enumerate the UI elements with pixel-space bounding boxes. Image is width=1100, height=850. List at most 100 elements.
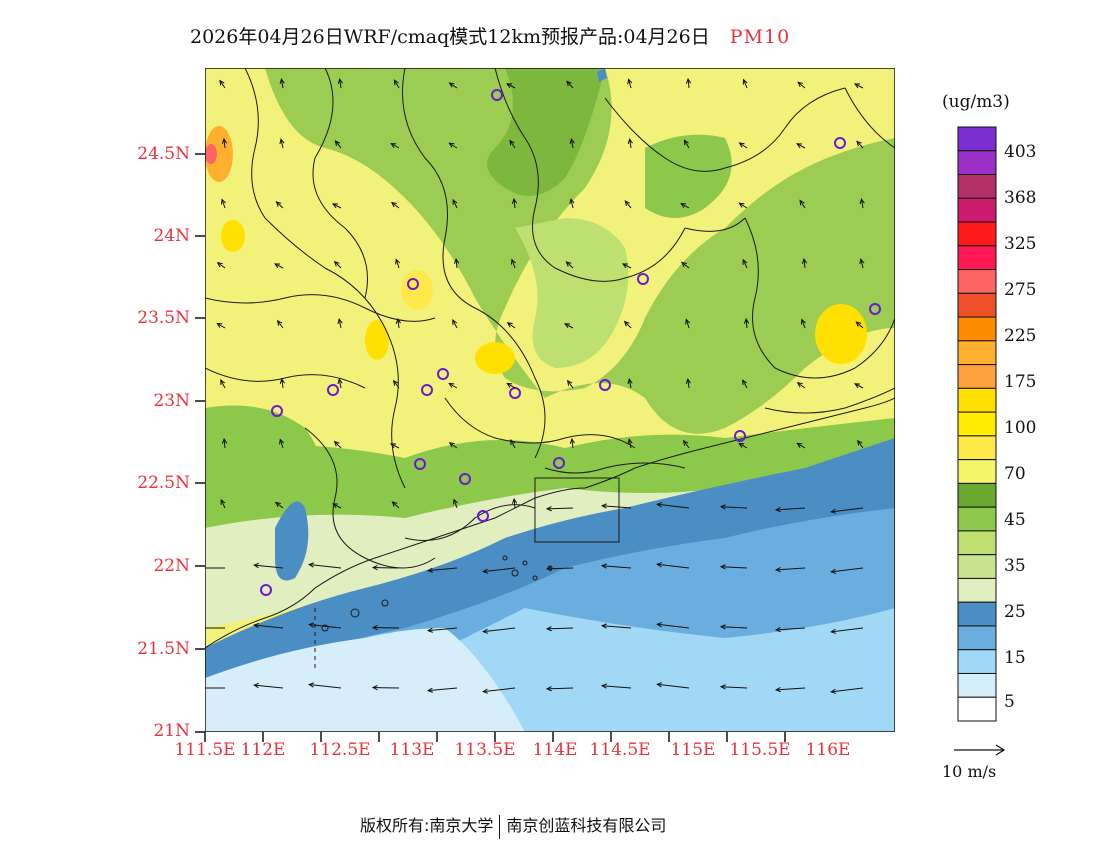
wind-arrow-head: [855, 321, 862, 327]
wind-arrow-head: [393, 79, 399, 86]
wind-arrow: [803, 259, 806, 269]
wind-arrow: [217, 262, 226, 269]
wind-arrow: [506, 382, 516, 389]
wind-arrow: [452, 199, 458, 209]
wind-arrow-head: [220, 379, 226, 386]
wind-reference-arrow: [954, 744, 1006, 756]
y-tick-label: 24N: [153, 226, 190, 246]
x-tick-label: 111.5E: [174, 740, 236, 760]
legend-swatch: [957, 554, 997, 579]
legend-swatch: [957, 126, 997, 152]
wind-arrow: [628, 439, 632, 449]
x-tick-label: 114.5E: [589, 740, 651, 760]
legend-swatch: [957, 649, 997, 674]
wind-arrow: [657, 563, 690, 569]
wind-arrow: [657, 503, 690, 509]
wind-arrow-head: [511, 197, 518, 204]
wind-arrow-head: [569, 437, 576, 444]
legend-label: 368: [1004, 188, 1037, 208]
wind-arrow: [507, 322, 516, 329]
wind-arrow: [721, 506, 748, 509]
wind-arrow: [281, 379, 284, 389]
wind-arrow: [745, 318, 748, 329]
wind-arrow: [628, 379, 632, 389]
wind-arrow: [857, 440, 864, 449]
wind-arrow: [392, 501, 400, 509]
wind-arrow: [570, 139, 574, 149]
wind-arrow-head: [452, 498, 458, 505]
wind-arrow-head: [219, 79, 225, 86]
wind-arrow-head: [853, 83, 860, 89]
wind-arrow: [274, 263, 284, 269]
wind-arrow-head: [623, 320, 630, 327]
wind-arrow-head: [621, 263, 628, 269]
wind-arrow: [390, 443, 400, 449]
green-dark-north: [487, 68, 605, 196]
wind-arrow: [799, 200, 806, 209]
wind-arrow-head: [448, 142, 455, 148]
wind-arrow: [397, 319, 400, 329]
wind-arrow-head: [600, 623, 607, 629]
wind-arrow: [743, 79, 748, 89]
legend-swatch: [957, 482, 997, 508]
pollutant-label: PM10: [729, 26, 791, 48]
wind-arrow: [483, 687, 516, 693]
legend-label: 403: [1004, 142, 1037, 162]
wind-arrow: [854, 383, 864, 389]
wind-arrow-head: [797, 81, 804, 87]
wind-arrow: [309, 624, 342, 629]
wind-arrow: [428, 687, 458, 692]
wind-arrow-head: [220, 498, 226, 505]
legend-swatch: [957, 435, 997, 461]
wind-arrow: [629, 139, 632, 149]
wind-arrow: [831, 567, 864, 573]
wind-arrow: [602, 685, 632, 689]
legend-label: 275: [1004, 280, 1037, 300]
wind-arrow-head: [426, 567, 433, 573]
legend-unit: (ug/m3): [942, 92, 1010, 112]
wind-arrow-head: [275, 201, 282, 207]
wind-arrow-head: [448, 82, 455, 88]
wind-arrow: [510, 439, 516, 449]
wind-arrow-head: [743, 317, 750, 324]
wind-arrow-head: [796, 442, 803, 448]
wind-arrow: [602, 505, 632, 509]
wind-arrow-head: [506, 382, 513, 388]
axis-ticks: [195, 153, 786, 742]
hotspot-4: [475, 342, 515, 374]
x-tick-label: 115.5E: [729, 740, 791, 760]
wind-arrow: [339, 79, 342, 89]
wind-arrow: [216, 323, 226, 329]
wind-arrow: [683, 440, 690, 449]
wind-arrow-head: [624, 200, 631, 207]
wind-arrow: [428, 567, 458, 572]
wind-arrow-head: [426, 687, 433, 693]
wind-arrow-head: [273, 263, 281, 269]
wind-arrow-head: [453, 257, 460, 264]
wind-arrow-head: [392, 379, 399, 386]
wind-arrow: [567, 380, 574, 389]
y-tick-label: 22.5N: [137, 473, 190, 493]
wind-arrow: [657, 623, 690, 629]
green-central: [515, 218, 629, 368]
wind-arrow-head: [627, 137, 633, 145]
wind-arrow: [796, 143, 806, 149]
wind-arrow-head: [274, 501, 281, 508]
wind-arrow: [220, 499, 226, 509]
wind-arrow-head: [738, 442, 745, 448]
wind-arrow-head: [308, 682, 315, 688]
wind-arrow: [571, 439, 574, 449]
wind-arrow-head: [308, 622, 315, 628]
wind-arrow-head: [279, 438, 285, 445]
wind-scale-label: 10 m/s: [942, 762, 997, 781]
legend-label: 70: [1004, 464, 1026, 484]
wind-arrow-head: [331, 503, 339, 509]
copyright-divider: [499, 814, 501, 839]
wind-arrow-head: [331, 203, 339, 209]
color-legend: [957, 126, 997, 722]
wind-arrow: [509, 140, 516, 149]
wind-arrow: [860, 259, 864, 269]
wind-arrow: [506, 83, 516, 89]
wind-arrow-head: [830, 508, 837, 514]
wind-arrow: [721, 686, 748, 689]
